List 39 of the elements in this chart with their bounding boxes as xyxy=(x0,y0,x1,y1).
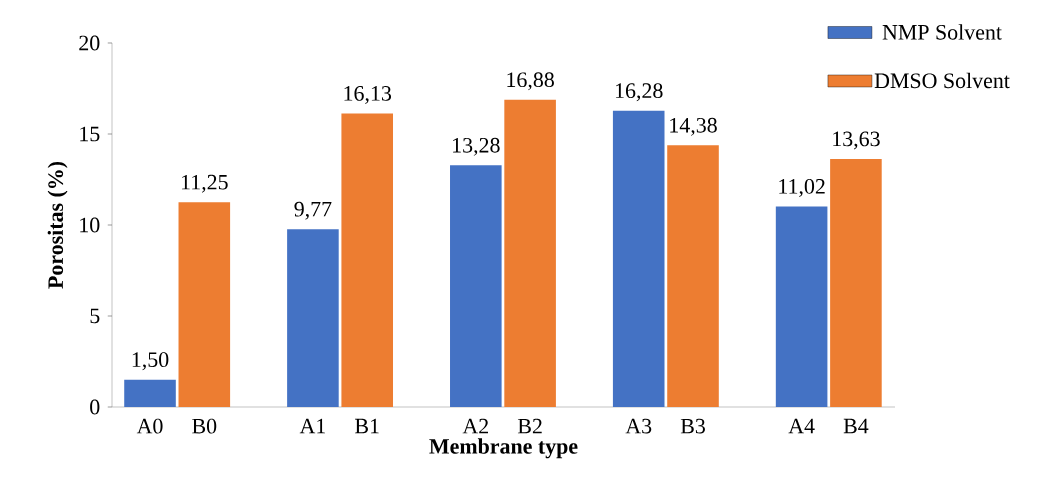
data-label: 11,25 xyxy=(181,174,228,193)
x-tick-label: B2 xyxy=(517,418,542,434)
y-tick-label: 20 xyxy=(79,35,100,51)
y-tick-label: 10 xyxy=(80,217,100,233)
x-tick-label: B3 xyxy=(680,418,705,434)
y-tick-label: 5 xyxy=(90,308,100,324)
bar xyxy=(341,113,393,407)
x-tick-label: B1 xyxy=(355,418,379,434)
x-tick-label: B4 xyxy=(843,418,869,434)
bar xyxy=(287,229,339,407)
x-tick-label: A3 xyxy=(625,418,652,434)
x-tick-label: A0 xyxy=(136,418,163,434)
bar xyxy=(124,379,176,407)
x-tick-label: A2 xyxy=(462,418,488,434)
data-label: 9,77 xyxy=(294,201,332,220)
y-axis-title: Porositas (%) xyxy=(47,161,68,289)
bar xyxy=(450,165,502,407)
data-label: 16,13 xyxy=(344,86,392,104)
data-label: 11,02 xyxy=(779,178,825,197)
bar xyxy=(775,206,828,407)
legend-label: DMSO Solvent xyxy=(874,72,1010,89)
legend-label: NMP Solvent xyxy=(882,24,1002,40)
data-label: 13,28 xyxy=(453,137,500,156)
x-tick-label: B0 xyxy=(192,418,217,434)
bar xyxy=(504,99,556,407)
data-label: 14,38 xyxy=(670,117,717,136)
data-label: 16,28 xyxy=(615,83,663,102)
x-axis-title: Membrane type xyxy=(429,438,578,459)
x-tick-label: A1 xyxy=(299,418,325,434)
x-tick-label: A4 xyxy=(788,418,815,434)
bar xyxy=(830,158,882,407)
bar xyxy=(612,110,665,407)
bar xyxy=(667,145,719,407)
data-label: 16,88 xyxy=(507,72,554,91)
data-label: 1,50 xyxy=(132,352,169,371)
bar xyxy=(178,202,231,407)
y-tick-label: 0 xyxy=(90,399,100,415)
y-tick-label: 15 xyxy=(80,126,100,142)
data-label: 13,63 xyxy=(833,131,880,150)
